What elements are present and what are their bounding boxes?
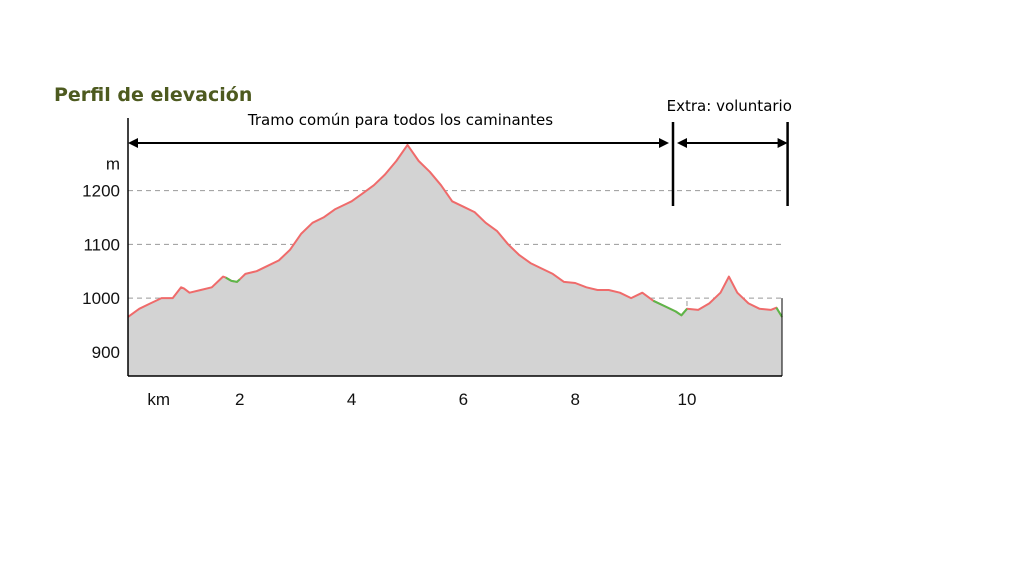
x-tick-label: 4 <box>347 390 356 409</box>
x-tick-label: 10 <box>678 390 697 409</box>
y-tick-label: 900 <box>92 343 120 362</box>
elevation-area <box>128 144 782 376</box>
x-tick-label: 8 <box>570 390 579 409</box>
common-section-arrow-head-left <box>128 138 138 148</box>
axes-layer <box>127 118 783 377</box>
chart-title: Perfil de elevación <box>54 84 253 106</box>
y-tick-label: 1100 <box>83 235 120 254</box>
flat-segment <box>225 276 241 283</box>
y-tick-label: 1000 <box>82 289 120 308</box>
extra-section-label: Extra: voluntario <box>667 97 792 115</box>
extra-section-arrow-head-left <box>677 138 687 148</box>
y-tick-label: 1200 <box>82 182 120 201</box>
flat-segment <box>775 307 783 318</box>
x-tick-label: 6 <box>459 390 468 409</box>
annotation-layer: Tramo común para todos los caminantes Ext… <box>128 97 792 206</box>
common-section-arrow-head-right <box>659 138 669 148</box>
flat-segment <box>652 299 688 317</box>
common-section-label: Tramo común para todos los caminantes <box>247 111 553 129</box>
tick-layer: 900 1000 1100 1200 2 4 6 8 10 m km <box>82 155 696 409</box>
extra-section-arrow-head-right <box>777 138 788 148</box>
x-tick-label: 2 <box>235 390 244 409</box>
elevation-line-layer <box>127 143 783 318</box>
y-axis-unit: m <box>106 155 120 174</box>
x-axis-unit: km <box>147 390 170 409</box>
